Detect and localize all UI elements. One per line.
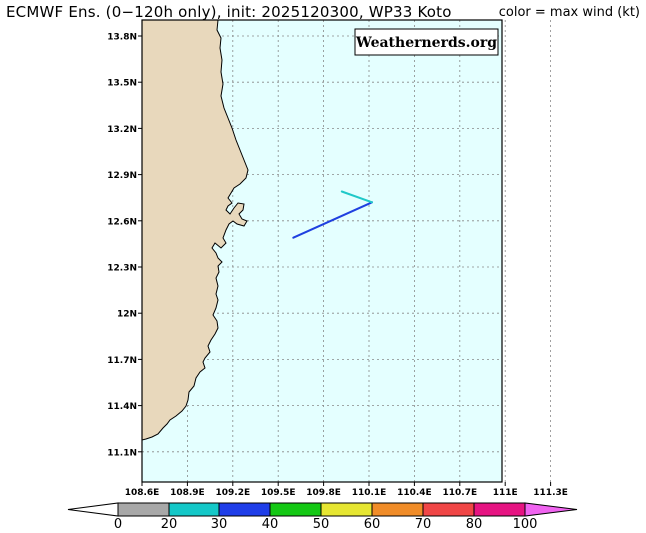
colorbar-label: 30	[211, 517, 228, 532]
lon-tick-label: 108.9E	[170, 488, 205, 498]
lon-tick-label: 109.2E	[215, 488, 250, 498]
colorbar-label: 20	[161, 517, 178, 532]
colorbar-label: 0	[114, 517, 122, 532]
lat-tick-label: 11.1N	[107, 448, 137, 458]
lon-tick-label: 110.7E	[442, 488, 477, 498]
colorbar-label: 80	[466, 517, 483, 532]
track-segment	[292, 201, 373, 239]
colorbar-swatch	[371, 502, 424, 517]
colorbar-label: 60	[364, 517, 381, 532]
lon-tick-label: 110.1E	[352, 488, 387, 498]
lat-tick-label: 12.9N	[107, 171, 137, 181]
colorbar-swatch	[320, 502, 373, 517]
lon-tick-label: 109.5E	[261, 488, 296, 498]
colorbar-label: 100	[513, 517, 538, 532]
lon-tick-label: 110.4E	[397, 488, 432, 498]
lat-tick-label: 13.2N	[107, 125, 137, 135]
color-legend-note: color = max wind (kt)	[498, 5, 640, 20]
colorbar-swatch	[168, 502, 220, 517]
lon-tick-label: 111.3E	[533, 488, 568, 498]
latitude-labels: 13.8N 13.5N 13.2N 12.9N 12.6N 12.3N 12N 11.7N 11…	[107, 33, 142, 458]
chart-title: ECMWF Ens. (0−120h only), init: 20251203…	[6, 3, 452, 21]
lon-tick-label: 109.8E	[306, 488, 341, 498]
lat-tick-label: 13.8N	[107, 33, 137, 43]
map-plot-area: 13.8N 13.5N 13.2N 12.9N 12.6N 12.3N 12N 11.7N 11…	[107, 19, 568, 498]
colorbar-swatch	[117, 502, 170, 517]
colorbar-swatch	[269, 502, 322, 517]
longitude-labels: 108.6E 108.9E 109.2E 109.5E 109.8E 110.1E 110.…	[125, 482, 568, 498]
lat-tick-label: 11.4N	[107, 402, 137, 412]
lon-tick-label: 111E	[493, 488, 518, 498]
colorbar-swatch	[422, 502, 475, 517]
plot-frame	[141, 19, 503, 483]
lat-tick-label: 13.5N	[107, 79, 137, 89]
colorbar-right-arrow	[524, 502, 578, 517]
colorbar-label: 40	[262, 517, 279, 532]
storm-tracks	[292, 190, 373, 239]
coastline-land	[141, 19, 249, 441]
colorbar-swatch	[218, 502, 271, 517]
colorbar-label: 50	[313, 517, 330, 532]
watermark-text: Weathernerds.org	[355, 35, 497, 51]
wind-colorbar: 0 20 30 40 50 60 70 80 100	[67, 502, 578, 532]
lon-tick-label: 108.6E	[125, 488, 160, 498]
lat-tick-label: 12.3N	[107, 264, 137, 274]
colorbar-label: 70	[415, 517, 432, 532]
watermark-box: Weathernerds.org	[354, 28, 499, 56]
colorbar-swatch	[473, 502, 526, 517]
lat-tick-label: 11.7N	[107, 356, 137, 366]
track-segment	[340, 190, 373, 204]
colorbar-left-arrow	[67, 502, 119, 517]
lat-tick-label: 12N	[117, 310, 137, 320]
lat-tick-label: 12.6N	[107, 217, 137, 227]
